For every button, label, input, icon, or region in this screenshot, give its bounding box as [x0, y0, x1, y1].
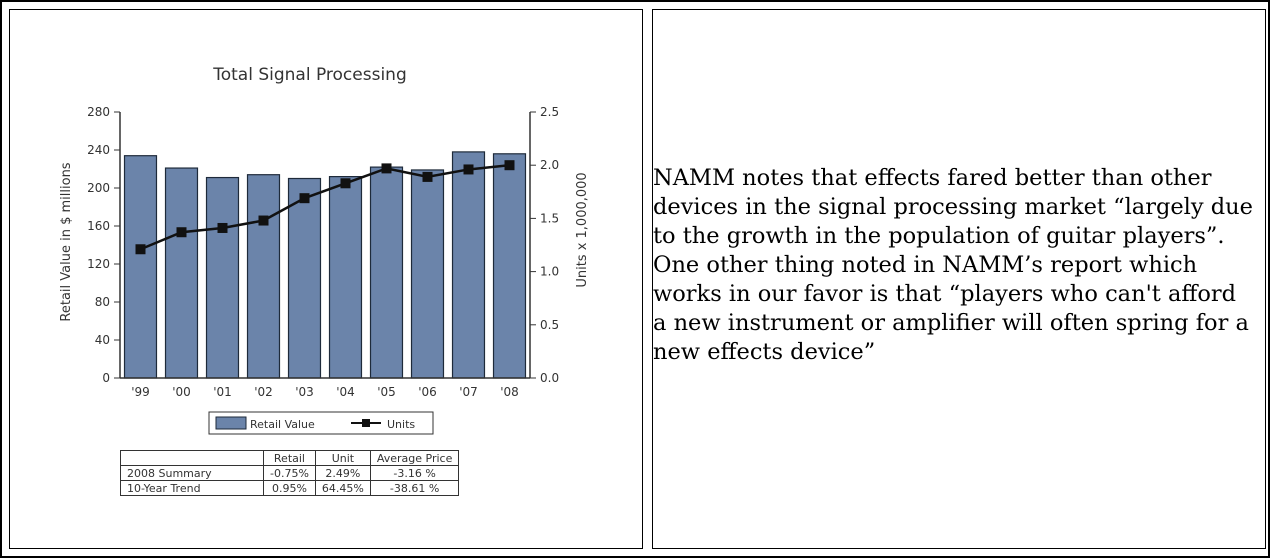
- legend-label-retail: Retail Value: [250, 418, 315, 431]
- bar: [328, 176, 363, 379]
- bar: [369, 166, 404, 379]
- bar: [246, 174, 281, 379]
- y-tick-label: 240: [87, 143, 110, 157]
- x-tick-label: '00: [172, 385, 191, 399]
- units-marker: [258, 215, 269, 226]
- units-marker: [299, 193, 310, 204]
- y-tick-label: 200: [87, 181, 110, 195]
- signal-processing-chart: Total Signal Processing Retail Value in …: [59, 65, 590, 435]
- text-cell: NAMM notes that effects fared better tha…: [652, 9, 1266, 549]
- summary-row-label: 10-Year Trend: [120, 480, 264, 496]
- y2-tick-label: 2.0: [540, 158, 559, 172]
- legend-bar-swatch: [215, 416, 247, 430]
- y2-tick-label: 2.5: [540, 105, 559, 119]
- summary-cell-average-price: -38.61 %: [369, 480, 460, 496]
- legend-box: [208, 411, 434, 435]
- summary-header-retail: Retail: [263, 450, 316, 466]
- bar: [410, 169, 445, 379]
- x-tick-label: '01: [213, 385, 232, 399]
- units-marker: [504, 160, 515, 171]
- x-tick-label: '07: [459, 385, 478, 399]
- legend-label-units: Units: [387, 418, 415, 431]
- bar: [287, 177, 322, 379]
- legend: Retail Value Units: [208, 411, 434, 435]
- y-tick-label: 280: [87, 105, 110, 119]
- summary-table: Retail Unit Average Price 2008 Summary -…: [120, 450, 460, 496]
- summary-header-row: Retail Unit Average Price: [120, 450, 460, 466]
- summary-header-unit: Unit: [314, 450, 371, 466]
- bar: [492, 153, 527, 379]
- summary-row-10-year: 10-Year Trend 0.95% 64.45% -38.61 %: [120, 480, 460, 496]
- x-tick-label: '08: [500, 385, 519, 399]
- bar: [205, 176, 240, 379]
- body-paragraph: NAMM notes that effects fared better tha…: [653, 165, 1253, 365]
- y2-tick-label: 0.0: [540, 371, 559, 385]
- summary-row-label: 2008 Summary: [120, 465, 264, 481]
- summary-cell-retail: -0.75%: [263, 465, 316, 481]
- y-tick-label: 40: [95, 333, 110, 347]
- units-marker: [217, 222, 228, 233]
- summary-header-average-price: Average Price: [369, 450, 460, 466]
- chart-cell: Total Signal Processing Retail Value in …: [9, 9, 643, 549]
- y-axis-label: Retail Value in $ millions: [59, 162, 74, 321]
- x-tick-label: '03: [295, 385, 314, 399]
- x-tick-label: '04: [336, 385, 355, 399]
- y2-tick-label: 1.0: [540, 265, 559, 279]
- summary-row-2008: 2008 Summary -0.75% 2.49% -3.16 %: [120, 465, 460, 481]
- y2-axis-label: Units x 1,000,000: [575, 172, 590, 287]
- plot-area: 0 40 80 120 160 200 240 280 0.0 0.5 1.0 1.5 2.0 2.5 '9…: [87, 105, 559, 399]
- x-tick-label: '06: [418, 385, 437, 399]
- units-marker: [463, 164, 474, 175]
- y-tick-label: 0: [102, 371, 110, 385]
- bar: [123, 155, 158, 379]
- units-marker: [381, 163, 392, 174]
- y2-tick-label: 1.5: [540, 211, 559, 225]
- bar: [164, 167, 199, 379]
- summary-cell-retail: 0.95%: [263, 480, 316, 496]
- y-tick-label: 80: [95, 295, 110, 309]
- summary-header-empty: [120, 450, 264, 466]
- summary-cell-unit: 64.45%: [314, 480, 371, 496]
- summary-cell-average-price: -3.16 %: [369, 465, 460, 481]
- x-tick-label: '05: [377, 385, 396, 399]
- summary-cell-unit: 2.49%: [314, 465, 371, 481]
- units-marker: [340, 178, 351, 189]
- chart-title: Total Signal Processing: [212, 65, 407, 85]
- units-marker: [135, 244, 146, 255]
- units-marker: [422, 171, 433, 182]
- y-tick-label: 160: [87, 219, 110, 233]
- y-tick-label: 120: [87, 257, 110, 271]
- y2-tick-label: 0.5: [540, 318, 559, 332]
- units-line: [140, 163, 510, 251]
- legend-marker-swatch: [362, 419, 370, 427]
- x-tick-label: '99: [131, 385, 150, 399]
- bar: [451, 151, 486, 379]
- units-marker: [176, 227, 187, 238]
- x-tick-label: '02: [254, 385, 273, 399]
